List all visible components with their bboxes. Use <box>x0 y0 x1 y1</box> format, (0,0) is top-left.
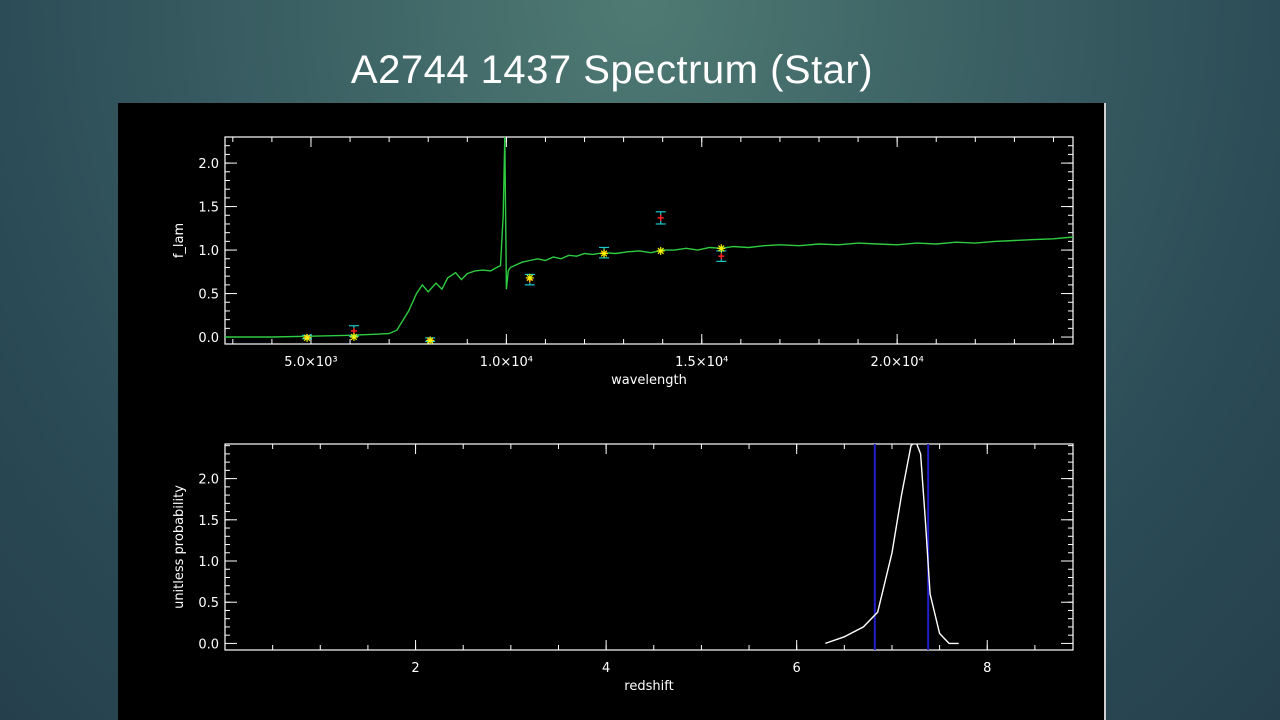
y-axis-label: unitless probability <box>172 485 187 609</box>
photometry-point <box>425 336 436 345</box>
photometry-point <box>599 246 610 259</box>
plot-frame <box>224 443 1074 651</box>
x-tick-label: 5.0×10³ <box>284 355 337 370</box>
x-tick-label: 1.5×10⁴ <box>675 355 728 370</box>
y-tick-label: 0.0 <box>198 331 219 346</box>
model-marker <box>718 245 725 252</box>
model-marker <box>600 250 608 257</box>
plot-frame <box>224 136 1074 345</box>
x-tick-label: 1.0×10⁴ <box>480 355 533 370</box>
y-tick-label: 0.0 <box>198 637 219 652</box>
y-tick-label: 1.0 <box>198 555 219 570</box>
redshift-plot: 2 4 6 8 0.0 0.5 1.0 1.5 2.0 redshift unitless prob… <box>172 443 1074 694</box>
y-axis-label: f_lam <box>172 223 187 258</box>
model-marker <box>426 337 434 344</box>
slide-title: A2744 1437 Spectrum (Star) <box>350 48 874 92</box>
photometry-point <box>716 244 727 262</box>
photometry-point <box>302 333 313 342</box>
model-marker <box>350 333 358 341</box>
x-tick-label: 2 <box>411 661 419 676</box>
spectrum-plot: 5.0×10³ 1.0×10⁴ 1.5×10⁴ 2.0×10⁴ 0.0 0.5 1.0 1.5… <box>172 136 1074 388</box>
y-tick-label: 1.0 <box>198 244 219 259</box>
plot-panel: 5.0×10³ 1.0×10⁴ 1.5×10⁴ 2.0×10⁴ 0.0 0.5 1.0 1.5… <box>118 103 1106 720</box>
x-tick-label: 2.0×10⁴ <box>870 355 923 370</box>
x-tick-label: 8 <box>983 661 991 676</box>
series-line <box>225 137 1073 338</box>
model-marker <box>526 274 534 282</box>
photometry-point <box>524 273 535 286</box>
photometry-point <box>348 325 359 342</box>
x-tick-label: 4 <box>602 661 610 676</box>
photometry-point <box>655 211 666 255</box>
series-line <box>825 444 959 645</box>
y-tick-label: 0.5 <box>198 288 219 303</box>
x-tick-label: 6 <box>793 661 801 676</box>
model-marker <box>657 247 664 255</box>
plot-canvas: 5.0×10³ 1.0×10⁴ 1.5×10⁴ 2.0×10⁴ 0.0 0.5 1.0 1.5… <box>172 136 1074 694</box>
model-marker <box>303 334 311 342</box>
y-tick-label: 2.0 <box>198 157 219 172</box>
y-tick-label: 2.0 <box>198 473 219 488</box>
y-tick-label: 1.5 <box>198 201 219 216</box>
x-axis-label: redshift <box>624 679 673 694</box>
x-axis-label: wavelength <box>611 373 687 388</box>
y-tick-label: 0.5 <box>198 596 219 611</box>
y-tick-label: 1.5 <box>198 514 219 529</box>
